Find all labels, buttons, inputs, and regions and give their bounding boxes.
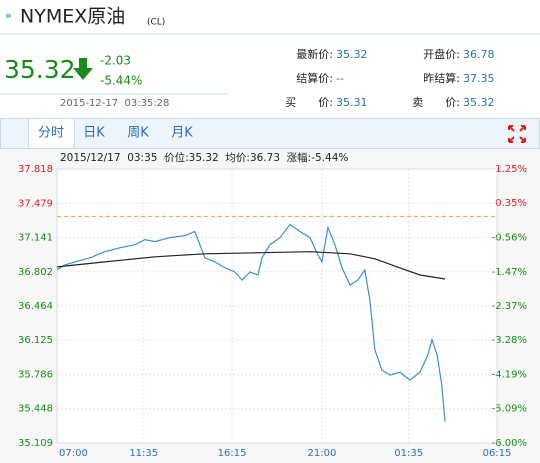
y2-tick-label: 1.25% bbox=[495, 164, 527, 175]
y-tick-label: 37.479 bbox=[18, 198, 53, 209]
down-arrow bbox=[73, 58, 93, 80]
tab[interactable]: 月K bbox=[171, 126, 193, 141]
chart: 2015/12/17 03:35 价位:35.32 均价:36.73 涨幅:-5… bbox=[18, 151, 527, 459]
series-line bbox=[56, 223, 446, 422]
field-label: 最新价: bbox=[296, 47, 333, 61]
field-label: 开盘价: bbox=[423, 47, 460, 61]
y-tick-label: 35.786 bbox=[18, 370, 53, 381]
field-value: 36.78 bbox=[463, 48, 495, 61]
y-tick-label: 36.125 bbox=[18, 335, 53, 346]
field-label: 买 价: bbox=[285, 96, 333, 109]
header-title: NYMEX原油 bbox=[20, 6, 125, 28]
y-tick-label: 37.818 bbox=[18, 164, 53, 175]
y2-tick-label: -5.09% bbox=[492, 404, 527, 415]
y2-tick-label: -0.56% bbox=[492, 232, 527, 243]
tabs: 分时 日K 周K 月K bbox=[38, 126, 193, 141]
field-label: 卖 价: bbox=[412, 96, 460, 109]
y2-tick-label: 0.35% bbox=[495, 198, 527, 209]
y2-tick-label: -2.37% bbox=[492, 301, 527, 312]
field-label: 结算价: bbox=[296, 71, 333, 85]
x-tick-label: 06:15 bbox=[483, 448, 512, 459]
x-tick-label: 16:15 bbox=[218, 448, 247, 459]
tab[interactable]: 分时 bbox=[38, 126, 64, 141]
x-tick-label: 01:35 bbox=[394, 448, 423, 459]
field-value: 35.32 bbox=[336, 48, 368, 61]
y-tick-label: 36.802 bbox=[18, 267, 53, 278]
x-tick-label: 07:00 bbox=[59, 448, 88, 459]
x-tick-label: 21:00 bbox=[308, 448, 337, 459]
chart-subtitle: 2015/12/17 03:35 价位:35.32 均价:36.73 涨幅:-5… bbox=[60, 151, 348, 164]
quote-time: 2015-12-17 03:35:28 bbox=[60, 98, 169, 109]
y2-tick-label: -1.47% bbox=[492, 267, 527, 278]
field-value: 37.35 bbox=[463, 72, 495, 85]
field-value: 35.32 bbox=[463, 96, 495, 109]
field-value: -- bbox=[336, 72, 344, 85]
y2-tick-label: -4.19% bbox=[492, 370, 527, 381]
y2-tick-label: -6.00% bbox=[492, 438, 527, 449]
y-tick-label: 35.448 bbox=[18, 404, 53, 415]
y-tick-label: 37.141 bbox=[18, 232, 53, 243]
active-tab-bg bbox=[28, 118, 75, 149]
change-pct: -5.44% bbox=[100, 74, 142, 88]
y-tick-label: 35.109 bbox=[18, 438, 53, 449]
header-marker: » bbox=[5, 9, 12, 22]
change: -2.03 bbox=[100, 54, 131, 68]
field-value: 35.31 bbox=[336, 96, 368, 109]
y-tick-label: 36.464 bbox=[18, 301, 53, 312]
x-tick-label: 11:35 bbox=[129, 448, 158, 459]
field-label: 昨结算: bbox=[423, 71, 460, 85]
tab[interactable]: 日K bbox=[83, 126, 105, 141]
tab-bar bbox=[0, 118, 540, 149]
price: 35.32 bbox=[4, 55, 76, 84]
header-code: (CL) bbox=[147, 18, 165, 28]
series-line bbox=[56, 251, 446, 280]
y2-tick-label: -3.28% bbox=[492, 335, 527, 346]
expand-icon[interactable] bbox=[508, 125, 526, 143]
tab[interactable]: 周K bbox=[127, 126, 149, 141]
